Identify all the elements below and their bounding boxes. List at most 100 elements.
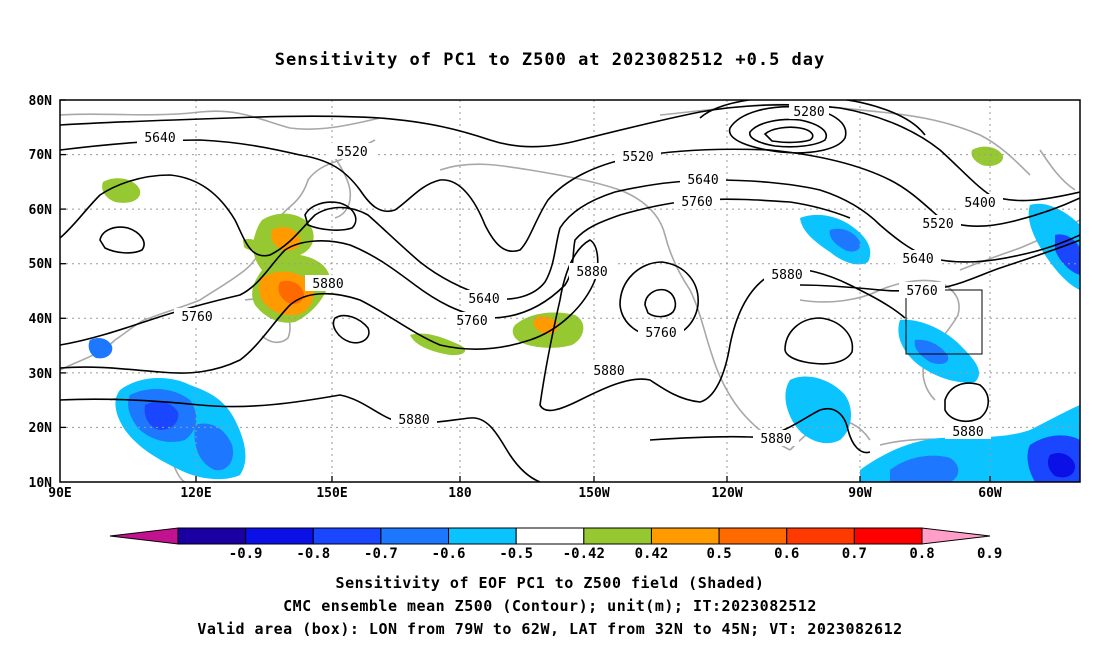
lat-label-20n: 20N bbox=[29, 421, 53, 436]
colorbar-box bbox=[448, 527, 517, 545]
shade-patch bbox=[1047, 453, 1076, 478]
colorbar-box bbox=[515, 527, 585, 545]
colorbar-box bbox=[650, 527, 720, 545]
contour-label-5760: 5760 bbox=[681, 195, 712, 210]
contour-label-5400: 5400 bbox=[964, 196, 995, 211]
greenland-coastline bbox=[1039, 149, 1076, 191]
colorbar-label: -0.42 bbox=[563, 546, 605, 562]
longitude-labels: 90E 120E 150E 180 150W 120W 90W 60W bbox=[48, 486, 1002, 501]
map-title: Sensitivity of PC1 to Z500 at 2023082512… bbox=[274, 50, 826, 70]
contour-label-5280: 5280 bbox=[793, 105, 824, 120]
colorbar-box bbox=[853, 527, 923, 545]
lon-label-120w: 120W bbox=[711, 486, 742, 501]
contour-label-5880: 5880 bbox=[576, 265, 607, 280]
contour-5280-outer bbox=[699, 100, 926, 136]
north-america-west-coastline bbox=[439, 163, 791, 451]
contour-5880-closed bbox=[332, 314, 370, 344]
lon-label-90e: 90E bbox=[48, 486, 71, 501]
colorbar-label: 0.7 bbox=[842, 546, 867, 562]
arctic-coastline-west bbox=[60, 110, 381, 130]
shade-patch bbox=[102, 178, 141, 203]
colorbar-label: 0.9 bbox=[977, 546, 1002, 562]
colorbar-right-arrow bbox=[921, 527, 991, 545]
shade-patch bbox=[271, 227, 301, 251]
colorbar: -0.9 -0.8 -0.7 -0.6 -0.5 -0.42 0.42 0.5 0.6 0.7 0.… bbox=[109, 527, 1002, 562]
lat-label-30n: 30N bbox=[29, 367, 53, 382]
contour-label-5640: 5640 bbox=[687, 173, 718, 188]
contour-label-5520: 5520 bbox=[336, 145, 367, 160]
caption-contour: CMC ensemble mean Z500 (Contour); unit(m… bbox=[283, 597, 817, 615]
lon-label-120e: 120E bbox=[180, 486, 211, 501]
contour-5880 bbox=[60, 394, 541, 482]
contour-label-5880: 5880 bbox=[312, 277, 343, 292]
contour-label-5880: 5880 bbox=[760, 432, 791, 447]
contour-label-5760: 5760 bbox=[906, 284, 937, 299]
shade-patch bbox=[194, 423, 234, 471]
colorbar-box bbox=[583, 527, 652, 545]
contour-label-5640: 5640 bbox=[144, 131, 175, 146]
colorbar-label: -0.8 bbox=[296, 546, 330, 562]
colorbar-left-arrow bbox=[109, 527, 179, 545]
lon-label-90w: 90W bbox=[848, 486, 872, 501]
shade-patch bbox=[243, 238, 258, 250]
shade-patch bbox=[88, 338, 113, 359]
colorbar-label: -0.6 bbox=[432, 546, 466, 562]
shade-patch bbox=[971, 146, 1004, 166]
shade-patch bbox=[278, 280, 304, 304]
colorbar-label: -0.7 bbox=[364, 546, 398, 562]
shade-patch bbox=[785, 376, 852, 444]
lat-label-50n: 50N bbox=[29, 257, 53, 272]
colorbar-box bbox=[718, 527, 788, 545]
latitude-labels: 80N 70N 60N 50N 40N 30N 20N 10N bbox=[29, 94, 53, 491]
colorbar-label: 0.5 bbox=[706, 546, 731, 562]
colorbar-box bbox=[312, 527, 382, 545]
contour-5280-closed bbox=[728, 105, 847, 154]
contour-label-5880: 5880 bbox=[593, 364, 624, 379]
contour-label-5640: 5640 bbox=[468, 292, 499, 307]
lat-label-40n: 40N bbox=[29, 312, 53, 327]
lon-label-180: 180 bbox=[448, 486, 472, 501]
colorbar-label: -0.5 bbox=[499, 546, 533, 562]
contour-labels: 5280 5640 5520 5520 5640 5760 5400 5520 … bbox=[137, 103, 1003, 447]
contour-5640 bbox=[60, 174, 1080, 300]
shade-patch bbox=[829, 228, 861, 252]
shade-patch bbox=[1028, 203, 1080, 290]
contour-5520 bbox=[60, 139, 1080, 252]
colorbar-label: 0.42 bbox=[635, 546, 669, 562]
colorbar-label: 0.8 bbox=[909, 546, 934, 562]
contour-label-5760: 5760 bbox=[456, 314, 487, 329]
shade-patch bbox=[914, 339, 949, 364]
contour-5520-closed bbox=[304, 201, 357, 231]
kamchatka-coastline bbox=[329, 149, 352, 219]
contour-5880-closed bbox=[784, 317, 854, 365]
contour-5280-inner bbox=[749, 118, 827, 148]
contour-5880-closed bbox=[944, 382, 990, 422]
plot-frame bbox=[59, 99, 1081, 483]
contour-label-5760: 5760 bbox=[181, 310, 212, 325]
axis-ticks bbox=[60, 99, 991, 482]
contour-label-5880: 5880 bbox=[771, 268, 802, 283]
contour-5400 bbox=[60, 104, 1080, 202]
contour-5640-closed bbox=[99, 226, 145, 254]
contour-5280-inner bbox=[763, 126, 814, 144]
contour-5760-inner bbox=[644, 288, 677, 318]
lat-label-80n: 80N bbox=[29, 94, 53, 109]
z500-contours bbox=[60, 100, 1080, 482]
contour-label-5520: 5520 bbox=[922, 217, 953, 232]
lon-label-150w: 150W bbox=[578, 486, 609, 501]
shade-patch bbox=[144, 401, 179, 430]
contour-5880 bbox=[649, 408, 871, 454]
colorbar-box bbox=[245, 527, 314, 545]
lon-label-60w: 60W bbox=[978, 486, 1002, 501]
shade-patch bbox=[1055, 234, 1080, 275]
contour-label-5880: 5880 bbox=[398, 413, 429, 428]
lat-label-70n: 70N bbox=[29, 148, 53, 163]
colorbar-label: -0.9 bbox=[229, 546, 263, 562]
negative-sensitivity-shading bbox=[88, 203, 1080, 482]
colorbar-box bbox=[786, 527, 855, 545]
contour-label-5520: 5520 bbox=[622, 150, 653, 165]
lon-label-150e: 150E bbox=[316, 486, 347, 501]
caption-shading: Sensitivity of EOF PC1 to Z500 field (Sh… bbox=[335, 574, 765, 592]
shade-patch bbox=[890, 455, 959, 482]
